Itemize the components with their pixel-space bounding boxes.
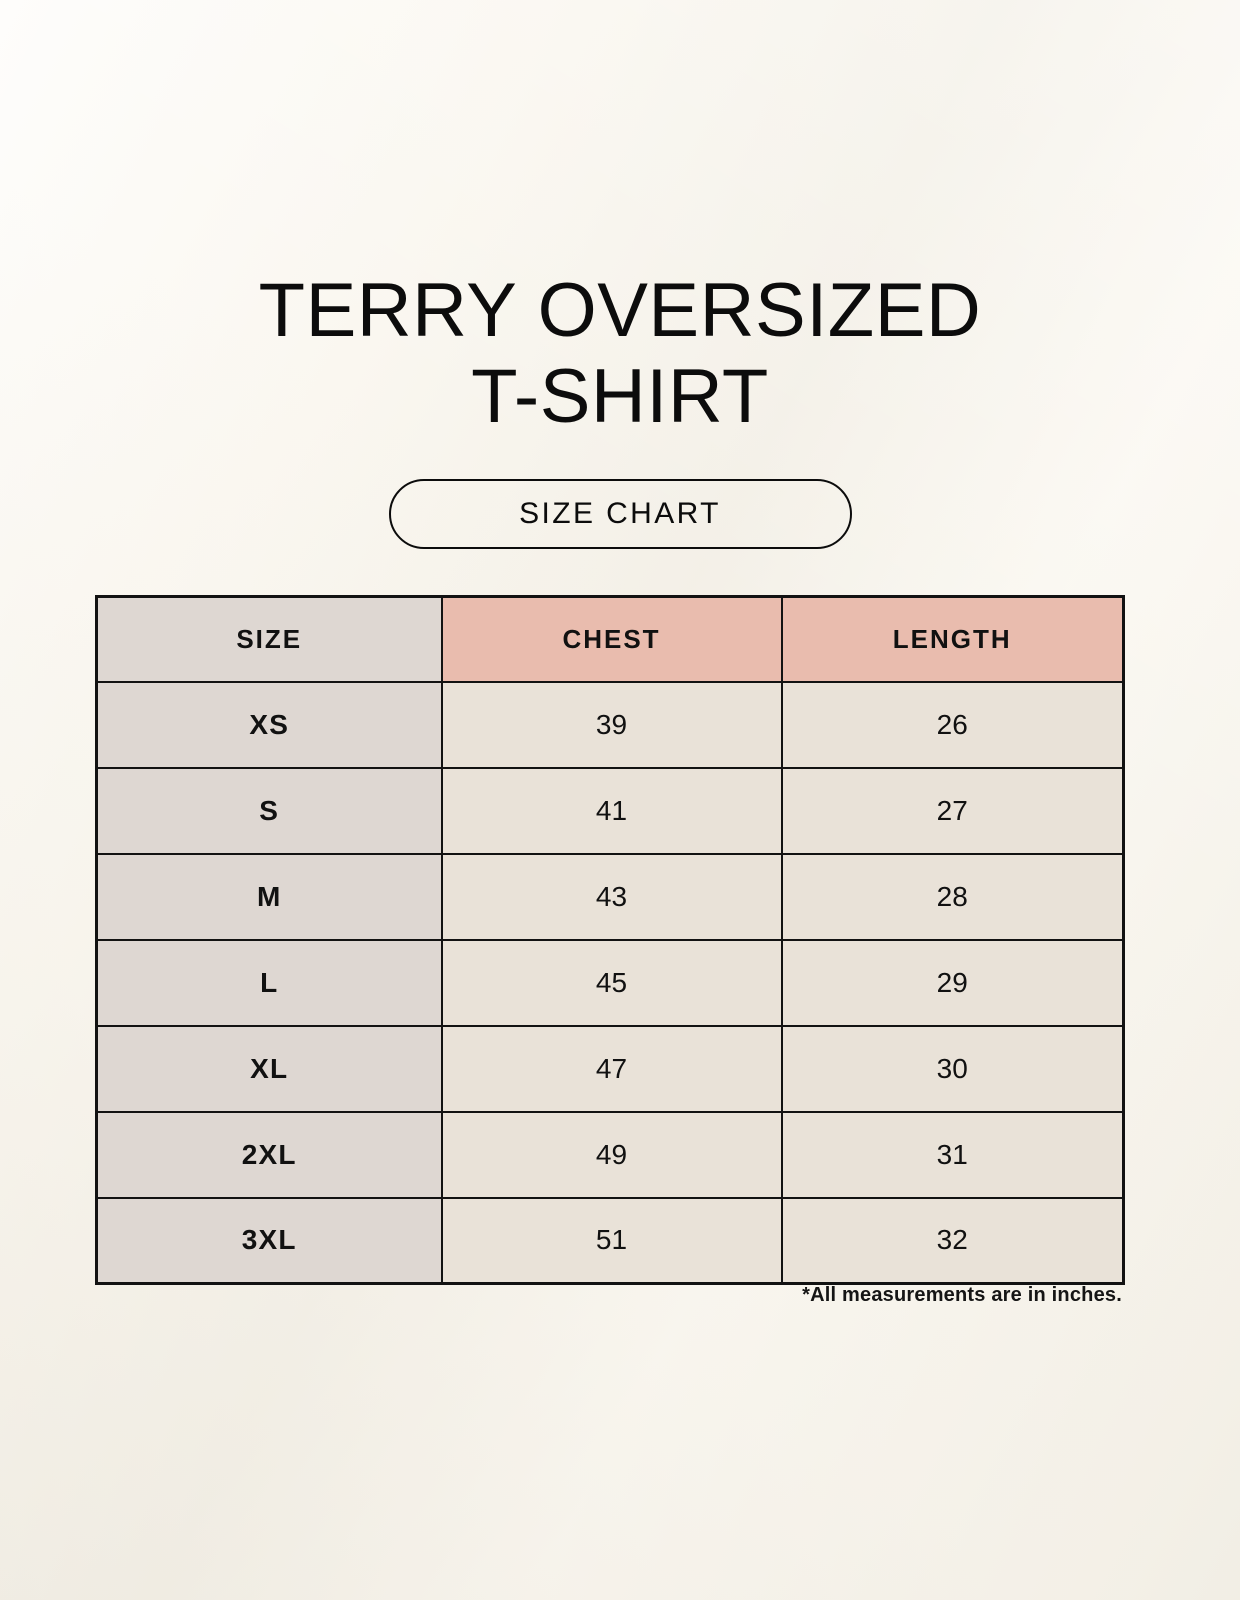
column-header-length: LENGTH — [780, 595, 1125, 683]
cell-chest: 43 — [440, 852, 783, 941]
table-row: M 43 28 — [95, 852, 1125, 941]
cell-length: 27 — [780, 766, 1125, 855]
cell-length: 26 — [780, 680, 1125, 769]
size-chart-table: SIZE CHEST LENGTH XS 39 26 S 41 27 M 43 28 L 45 29 X… — [95, 595, 1125, 1285]
cell-chest: 39 — [440, 680, 783, 769]
cell-length: 29 — [780, 938, 1125, 1027]
cell-length: 30 — [780, 1024, 1125, 1113]
cell-size: S — [95, 766, 443, 855]
table-body: XS 39 26 S 41 27 M 43 28 L 45 29 XL 47 30 2XL 49 31 3XL 51 3… — [95, 680, 1125, 1285]
table-header: SIZE CHEST LENGTH — [95, 595, 1125, 683]
cell-length: 32 — [780, 1196, 1125, 1285]
table-row: XS 39 26 — [95, 680, 1125, 769]
cell-size: 3XL — [95, 1196, 443, 1285]
table-row: XL 47 30 — [95, 1024, 1125, 1113]
cell-chest: 41 — [440, 766, 783, 855]
size-chart-table-wrapper: SIZE CHEST LENGTH XS 39 26 S 41 27 M 43 28 L 45 29 X… — [95, 595, 1125, 1285]
cell-size: XS — [95, 680, 443, 769]
table-header-row: SIZE CHEST LENGTH — [95, 595, 1125, 683]
cell-size: L — [95, 938, 443, 1027]
table-row: 2XL 49 31 — [95, 1110, 1125, 1199]
size-chart-badge-label: SIZE CHART — [519, 497, 721, 530]
cell-length: 28 — [780, 852, 1125, 941]
size-chart-badge: SIZE CHART — [388, 479, 852, 549]
page-title: TERRY OVERSIZED T-SHIRT — [258, 268, 982, 439]
column-header-size: SIZE — [95, 595, 443, 683]
cell-size: 2XL — [95, 1110, 443, 1199]
table-row: 3XL 51 32 — [95, 1196, 1125, 1285]
table-row: S 41 27 — [95, 766, 1125, 855]
size-chart-badge-wrapper: SIZE CHART — [0, 479, 1240, 549]
cell-chest: 45 — [440, 938, 783, 1027]
cell-length: 31 — [780, 1110, 1125, 1199]
cell-chest: 51 — [440, 1196, 783, 1285]
cell-size: XL — [95, 1024, 443, 1113]
cell-size: M — [95, 852, 443, 941]
measurement-footnote: *All measurements are in inches. — [802, 1284, 1122, 1306]
cell-chest: 47 — [440, 1024, 783, 1113]
table-row: L 45 29 — [95, 938, 1125, 1027]
column-header-chest: CHEST — [440, 595, 783, 683]
cell-chest: 49 — [440, 1110, 783, 1199]
